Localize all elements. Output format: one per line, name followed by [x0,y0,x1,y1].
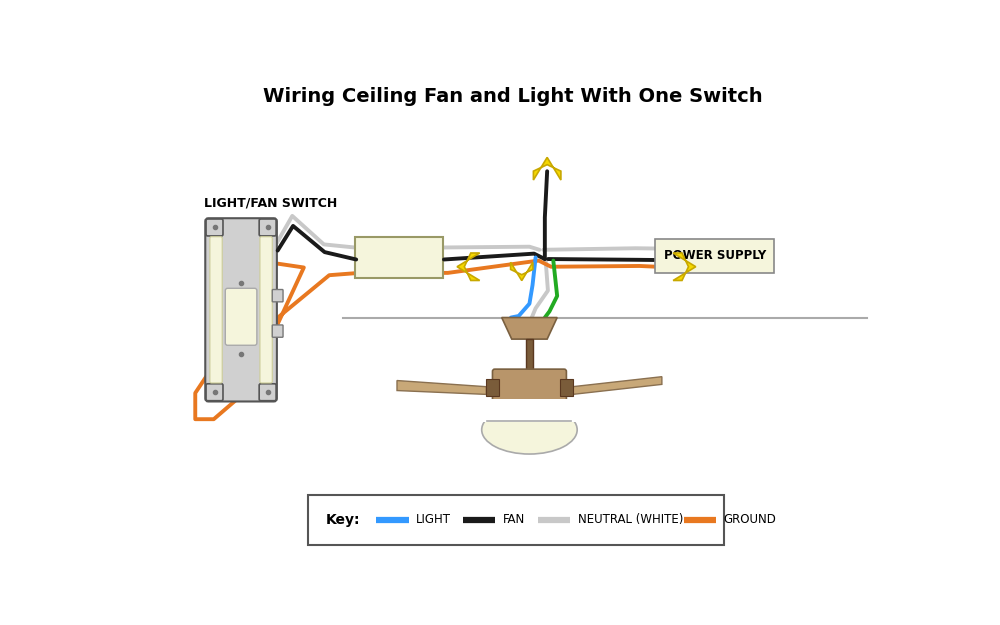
Polygon shape [397,381,486,394]
FancyBboxPatch shape [225,288,257,345]
FancyBboxPatch shape [259,219,276,236]
Text: GROUND: GROUND [724,513,776,526]
Polygon shape [673,253,696,281]
Bar [526,406,533,416]
FancyBboxPatch shape [260,237,272,383]
FancyBboxPatch shape [210,237,222,383]
Polygon shape [502,318,557,339]
FancyBboxPatch shape [206,219,223,236]
Polygon shape [457,253,480,281]
Bar [478,399,581,422]
Polygon shape [486,379,499,396]
Text: LIGHT: LIGHT [416,513,451,526]
Polygon shape [511,262,533,281]
Text: NEUTRAL (WHITE): NEUTRAL (WHITE) [578,513,683,526]
Text: FAN: FAN [503,513,525,526]
Text: Wiring Ceiling Fan and Light With One Switch: Wiring Ceiling Fan and Light With One Sw… [263,86,762,106]
FancyBboxPatch shape [492,369,566,408]
FancyBboxPatch shape [205,218,277,401]
Polygon shape [533,158,561,180]
Bar [526,339,533,371]
FancyBboxPatch shape [655,239,774,273]
FancyBboxPatch shape [272,289,283,302]
FancyBboxPatch shape [206,384,223,401]
Ellipse shape [482,406,577,454]
Polygon shape [573,377,662,394]
Text: Key:: Key: [325,512,360,527]
FancyBboxPatch shape [355,238,443,278]
FancyBboxPatch shape [308,494,724,545]
FancyBboxPatch shape [272,325,283,338]
Text: POWER SUPPLY: POWER SUPPLY [664,249,766,262]
Text: LIGHT/FAN SWITCH: LIGHT/FAN SWITCH [205,197,338,210]
Polygon shape [560,379,573,396]
FancyBboxPatch shape [259,384,276,401]
